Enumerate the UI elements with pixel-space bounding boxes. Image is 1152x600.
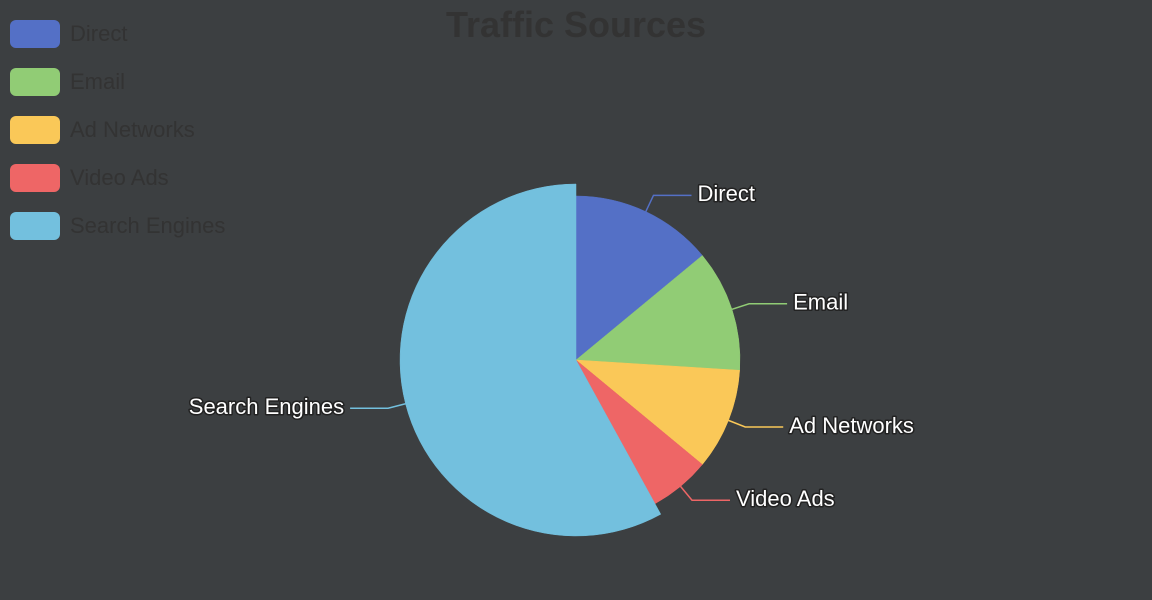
legend-swatch-direct (10, 20, 60, 48)
legend-label-email: Email (70, 69, 126, 94)
legend-label-search-engines: Search Engines (70, 213, 226, 238)
legend-swatch-email (10, 68, 60, 96)
leader-line-ad-networks (728, 419, 784, 428)
legend-item-email[interactable]: Email (10, 58, 225, 106)
legend-label-ad-networks: Ad Networks (70, 117, 195, 142)
slice-label-video-ads: Video Ads (736, 486, 835, 511)
leader-line-video-ads (679, 485, 731, 501)
pie-slice-search-engines[interactable] (399, 183, 662, 537)
legend-swatch-video-ads (10, 164, 60, 192)
legend: Direct Email Ad Networks Video Ads Searc… (10, 10, 225, 250)
slice-label-search-engines: Search Engines (189, 394, 344, 419)
leader-line-search-engines (350, 403, 406, 409)
legend-item-ad-networks[interactable]: Ad Networks (10, 106, 225, 154)
slice-label-direct: Direct (697, 181, 754, 206)
slice-label-email: Email (793, 290, 848, 315)
legend-swatch-ad-networks (10, 116, 60, 144)
chart-title: Traffic Sources (445, 4, 707, 45)
leader-line-direct (645, 194, 692, 212)
legend-item-direct[interactable]: Direct (10, 10, 225, 58)
slice-label-ad-networks: Ad Networks (789, 413, 914, 438)
legend-item-search-engines[interactable]: Search Engines (10, 202, 225, 250)
legend-swatch-search-engines (10, 212, 60, 240)
legend-label-video-ads: Video Ads (70, 165, 169, 190)
pie-slice-email[interactable] (575, 255, 741, 371)
legend-item-video-ads[interactable]: Video Ads (10, 154, 225, 202)
pie-slice-ad-networks[interactable] (575, 359, 740, 465)
leader-line-email (731, 303, 788, 311)
legend-label-direct: Direct (70, 21, 128, 46)
